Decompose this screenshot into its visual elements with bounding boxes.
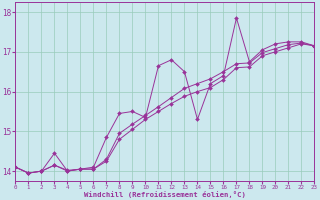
X-axis label: Windchill (Refroidissement éolien,°C): Windchill (Refroidissement éolien,°C) (84, 191, 246, 198)
